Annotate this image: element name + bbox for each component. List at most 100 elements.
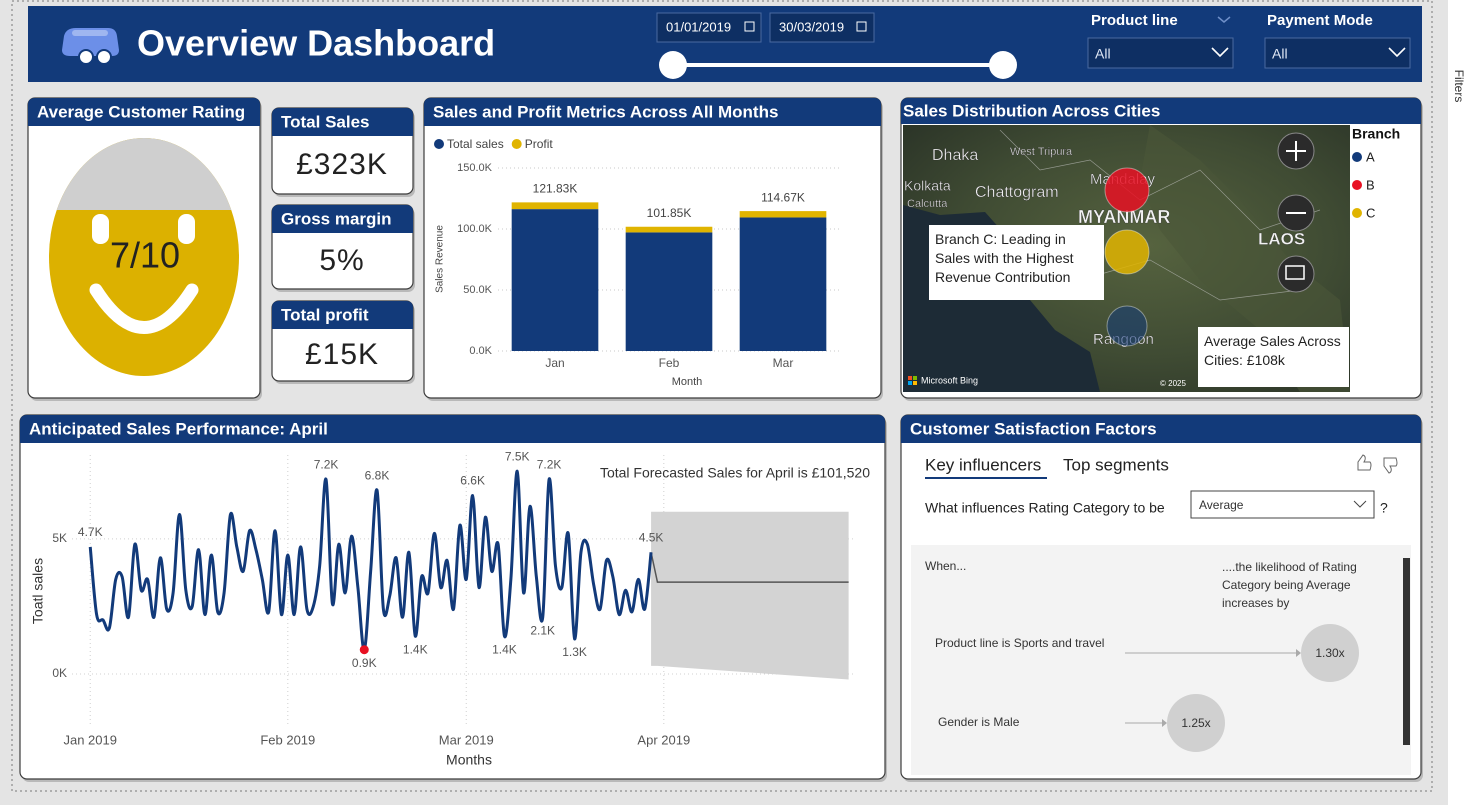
sales-line [88,469,653,652]
callout-box [1198,327,1349,387]
bar [511,209,599,351]
place-label: Kolkata [904,178,951,194]
date-from-box[interactable] [656,12,762,43]
data-label: 7.5K [505,449,530,463]
influence-value: 1.25x [1181,716,1210,730]
bing-logo [913,376,917,380]
data-label: 6.6K [460,474,485,488]
thumb-up[interactable] [1357,454,1372,471]
date-slider-handle[interactable] [989,51,1017,79]
x-tick-label: Mar 2019 [439,732,494,747]
x-tick-label: Apr 2019 [637,732,690,747]
rating-value: 7/10 [110,235,180,276]
data-label: 6.8K [365,468,390,482]
card-title: Total Sales [281,112,370,131]
factor-label: Gender is Male [938,715,1020,729]
callout-text: Average Sales Across Cities: £108k [1204,333,1341,368]
x-tick-label: Jan 2019 [63,732,117,747]
side-panel-label[interactable]: Filters [1452,70,1464,103]
card-title: Average Customer Rating [37,102,245,121]
date-slider-handle[interactable] [659,51,687,79]
legend-marker [1352,152,1362,162]
legend-label: A [1366,149,1375,164]
influence-bubble[interactable] [1301,624,1359,682]
callout-box [929,225,1104,300]
kpi-value: £15K [305,338,379,371]
influence-value: 1.30x [1315,646,1344,660]
x-axis-title: Month [672,376,703,388]
y-axis-title: Toatl sales [30,558,46,624]
card-header [901,415,1421,443]
kpi-value: £323K [296,148,388,181]
bing-logo [908,376,912,380]
bar [625,232,713,351]
card-title: Customer Satisfaction Factors [910,419,1157,438]
factor: Product line is Sports and travel [935,636,1105,650]
logo [62,28,119,65]
map-controls[interactable] [1277,132,1315,293]
total-label: 101.85K [647,206,692,220]
forecast-band [651,511,849,680]
likelihood-text: ....the likelihood of Rating Category be… [1222,560,1357,610]
total-label: 121.83K [533,182,578,196]
chevron[interactable] [1211,47,1229,58]
bar [625,226,713,233]
card-title: Total profit [281,305,369,324]
card-header [901,98,1421,124]
date-to[interactable]: 30/03/2019 [779,19,844,34]
total-label: 114.67K [761,190,805,204]
date-from[interactable]: 01/01/2019 [666,19,731,34]
branch-bubble [1104,167,1150,213]
tab[interactable]: Top segments [1063,455,1169,474]
legend-label: C [1366,205,1375,220]
when-label: When... [925,559,966,573]
branch-bubble [1104,229,1150,275]
scrollbar[interactable] [1403,558,1410,745]
x-tick-label: Jan [545,356,564,370]
place-label: West Tripura [1010,146,1073,158]
bar [511,202,599,210]
card-header [272,301,413,329]
branch-bubble [1106,305,1148,347]
chevron[interactable] [1388,47,1406,58]
thumb-down[interactable] [1383,457,1398,474]
chevron[interactable] [1353,500,1367,508]
filter-label: Product line [1091,12,1178,29]
influence-bubble[interactable] [1167,694,1225,752]
data-label: 7.2K [537,458,562,472]
calendar-icon[interactable] [744,21,755,32]
attribution: Microsoft Bing [921,375,978,385]
data-label: 2.1K [530,623,555,637]
filter-value[interactable]: All [1095,46,1111,62]
category-value[interactable]: Average [1199,498,1244,512]
bing-logo [913,381,917,385]
y-tick-label: 5K [52,531,67,545]
charts: 0.0K 50.0K 100.0K 150.0K Sales Revenue Month T… [30,137,871,768]
data-label: 7.2K [314,458,339,472]
factor-label: Product line is Sports and travel [935,636,1105,650]
card-header [272,108,413,136]
card-header [28,98,260,126]
annotation: Total Forecasted Sales for April is £101… [600,465,870,481]
card-header [20,415,885,443]
tab[interactable]: Key influencers [925,455,1041,474]
filter-dropdown[interactable] [1087,37,1234,69]
calendar-icon[interactable] [856,21,867,32]
card-title: Gross margin [281,209,392,228]
place-label: LAOS [1258,229,1305,248]
y-tick-label: 50.0K [463,284,492,296]
bar [739,211,827,218]
filter-value[interactable]: All [1272,46,1288,62]
filter-dropdown[interactable] [1264,37,1411,69]
legend-marker [1352,208,1362,218]
card-header [424,98,881,126]
side-panel[interactable] [1448,0,1464,805]
canvas-border [11,0,1433,792]
y-tick-label: 0K [52,666,67,680]
card-title: Anticipated Sales Performance: April [29,419,328,438]
legend-label: Total sales [447,137,504,151]
category-dropdown[interactable] [1190,490,1375,519]
data-label: 1.4K [403,642,428,656]
